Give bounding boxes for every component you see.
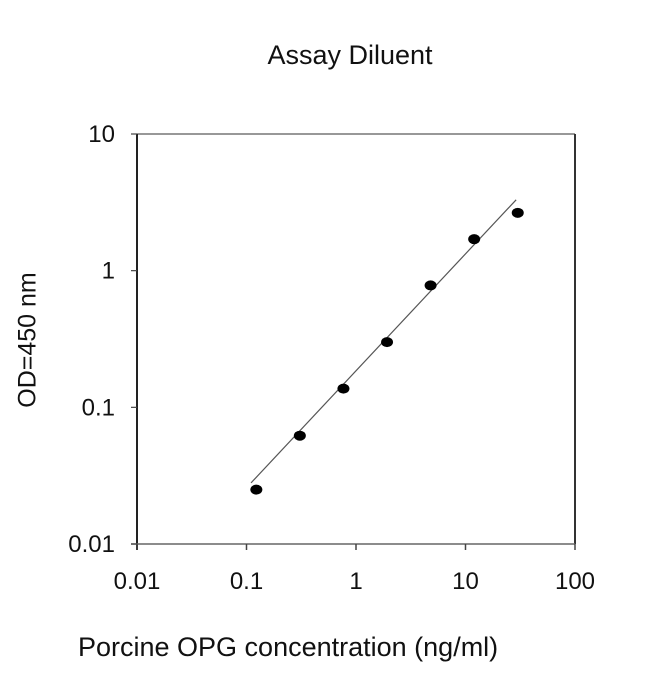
y-tick-label: 0.01 [68, 531, 115, 558]
y-tick-label: 10 [88, 121, 115, 148]
data-point [381, 337, 394, 348]
x-tick-label: 0.01 [114, 568, 161, 595]
x-tick-label: 1 [349, 568, 362, 595]
data-point [293, 430, 306, 441]
data-point [424, 280, 437, 291]
y-tick-label: 0.1 [82, 394, 115, 421]
data-point [250, 484, 263, 495]
x-tick-label: 10 [452, 568, 479, 595]
chart-title: Assay Diluent [267, 40, 433, 70]
x-tick-label: 100 [555, 568, 595, 595]
data-point [511, 207, 524, 218]
x-axis-label: Porcine OPG concentration (ng/ml) [78, 632, 499, 662]
data-point [337, 383, 350, 394]
x-tick-label: 0.1 [230, 568, 263, 595]
y-tick-label: 1 [102, 258, 115, 285]
data-point [468, 234, 481, 245]
